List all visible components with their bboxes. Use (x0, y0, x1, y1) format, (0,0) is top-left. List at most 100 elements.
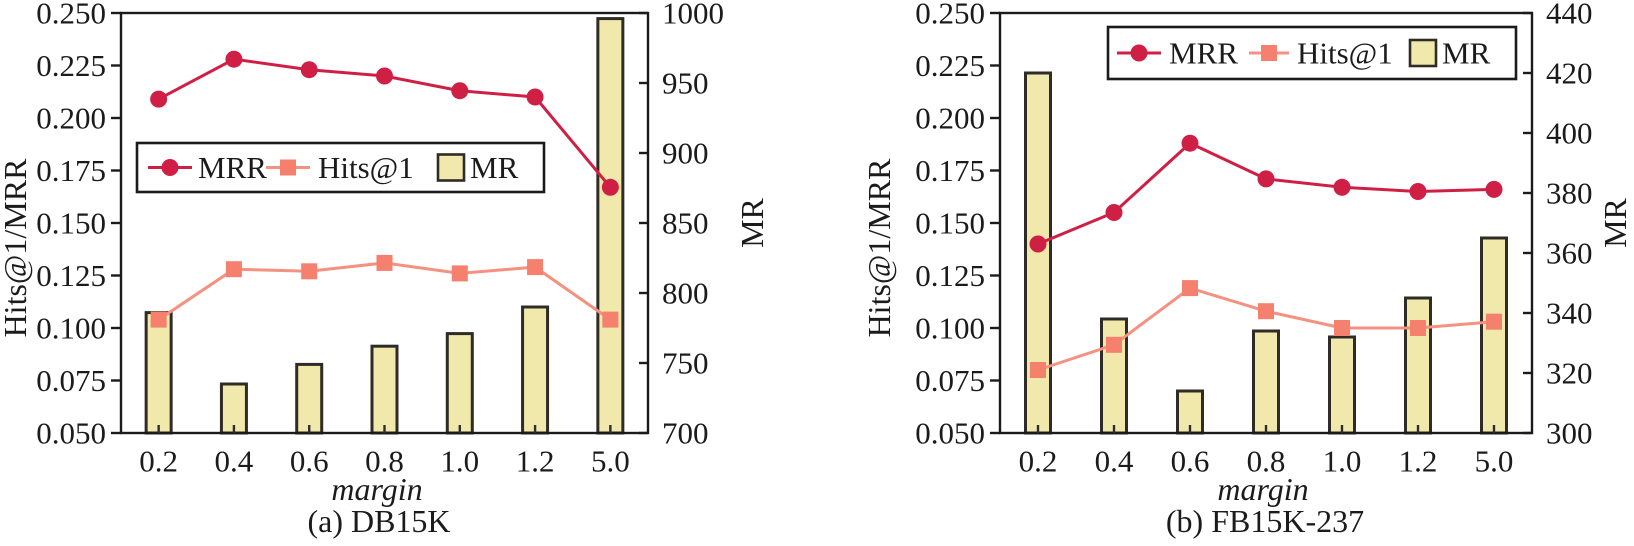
svg-text:360: 360 (1546, 236, 1593, 271)
hits1-series (1030, 280, 1502, 378)
data-point-circle (150, 90, 168, 108)
svg-text:0.225: 0.225 (915, 48, 985, 83)
data-point-square (376, 254, 393, 271)
data-point-square (1030, 362, 1046, 378)
svg-text:850: 850 (662, 206, 709, 241)
svg-text:300: 300 (1546, 416, 1593, 451)
data-point-circle (376, 67, 393, 85)
legend: MRR Hits@1 MR (135, 141, 546, 194)
data-point-circle (1333, 178, 1351, 196)
axes: 0.050 0.075 0.100 0.125 0.150 0.175 0.200 0.225… (36, 0, 724, 479)
svg-text:0.6: 0.6 (290, 444, 329, 479)
svg-text:0.175: 0.175 (915, 153, 985, 188)
svg-text:0.8: 0.8 (1247, 444, 1286, 479)
data-point-square (301, 263, 318, 280)
svg-text:700: 700 (662, 416, 709, 451)
svg-text:0.125: 0.125 (915, 258, 985, 293)
svg-text:1.2: 1.2 (516, 444, 555, 479)
data-point-circle (601, 178, 619, 196)
svg-text:0.075: 0.075 (915, 363, 985, 398)
svg-text:950: 950 (662, 66, 709, 101)
mr-bars (144, 17, 625, 435)
data-point-circle (300, 61, 318, 79)
svg-text:340: 340 (1546, 296, 1593, 331)
svg-text:Hits@1: Hits@1 (1297, 36, 1393, 71)
data-point-square (1258, 303, 1274, 320)
plot-canvas-db15k: 0.050 0.075 0.100 0.125 0.150 0.175 0.200 0.225… (36, 0, 724, 479)
plot-canvas-fb15k237: 0.050 0.075 0.100 0.125 0.150 0.175 0.200 0.225… (915, 0, 1592, 479)
subplot-caption: (b) FB15K-237 (1165, 503, 1365, 539)
svg-text:1.2: 1.2 (1399, 444, 1438, 479)
mr-bar (144, 311, 173, 435)
data-point-circle (1029, 235, 1047, 253)
y-axis-label-right: MR (1597, 198, 1633, 248)
data-point-circle (451, 82, 469, 100)
svg-text:800: 800 (662, 276, 709, 311)
svg-text:0.150: 0.150 (915, 206, 985, 241)
data-point-circle (1105, 204, 1123, 221)
svg-text:900: 900 (662, 136, 709, 171)
svg-text:0.200: 0.200 (915, 101, 985, 136)
chart-panel-fb15k237: 0.050 0.075 0.100 0.125 0.150 0.175 0.200 0.225… (817, 0, 1634, 546)
y-axis-label-left: Hits@1/MRR (0, 158, 33, 338)
svg-text:0.150: 0.150 (36, 206, 106, 241)
svg-text:0.100: 0.100 (36, 311, 106, 346)
svg-text:440: 440 (1546, 0, 1593, 31)
data-point-square (1182, 280, 1198, 297)
svg-text:0.125: 0.125 (36, 258, 106, 293)
svg-text:0.2: 0.2 (139, 444, 178, 479)
svg-text:750: 750 (662, 346, 709, 381)
svg-text:1000: 1000 (662, 0, 724, 31)
svg-text:0.175: 0.175 (36, 153, 106, 188)
mr-bar (1100, 317, 1128, 435)
mr-bar (1404, 296, 1432, 435)
svg-text:0.250: 0.250 (36, 0, 106, 31)
data-point-square (225, 261, 242, 278)
data-point-square (1486, 313, 1502, 330)
data-point-circle (526, 88, 544, 106)
x-axis-label: margin (331, 471, 423, 507)
mr-bar (521, 305, 550, 435)
svg-text:0.4: 0.4 (1095, 444, 1134, 479)
svg-text:5.0: 5.0 (1475, 444, 1514, 479)
x-axis-label: margin (1217, 471, 1309, 507)
data-point-square (1410, 320, 1426, 336)
svg-text:0.250: 0.250 (915, 0, 985, 31)
data-point-circle (1409, 183, 1427, 200)
svg-text:0.100: 0.100 (915, 311, 985, 346)
hits1-series (150, 254, 619, 328)
data-point-square (527, 259, 544, 276)
data-point-square (451, 265, 468, 282)
data-point-circle (1257, 170, 1275, 188)
svg-text:420: 420 (1546, 56, 1593, 91)
svg-text:0.2: 0.2 (1019, 444, 1058, 479)
svg-text:320: 320 (1546, 356, 1593, 391)
svg-text:0.200: 0.200 (36, 101, 106, 136)
chart-panel-db15k: 0.050 0.075 0.100 0.125 0.150 0.175 0.200 0.225… (0, 0, 770, 539)
svg-text:0.050: 0.050 (915, 416, 985, 451)
legend: MRR Hits@1 MR (1106, 25, 1518, 81)
svg-text:400: 400 (1546, 116, 1593, 151)
subplot-caption: (a) DB15K (307, 503, 451, 539)
svg-text:MRR: MRR (1169, 36, 1238, 71)
mr-bar (445, 332, 474, 435)
y-axis-label-right: MR (734, 198, 770, 248)
axes: 0.050 0.075 0.100 0.125 0.150 0.175 0.200 0.225… (915, 0, 1592, 479)
data-point-square (602, 311, 619, 328)
mr-bar (370, 344, 399, 435)
y-axis-label-left: Hits@1/MRR (861, 158, 897, 338)
svg-text:1.0: 1.0 (440, 444, 479, 479)
svg-text:5.0: 5.0 (591, 444, 630, 479)
mr-bar (1024, 71, 1052, 435)
svg-text:Hits@1: Hits@1 (318, 150, 414, 185)
svg-text:MR: MR (470, 150, 519, 185)
svg-text:0.225: 0.225 (36, 48, 106, 83)
svg-text:380: 380 (1546, 176, 1593, 211)
svg-text:MR: MR (1442, 36, 1491, 71)
mr-bar (295, 362, 324, 435)
svg-text:0.8: 0.8 (365, 444, 404, 479)
mr-bar (1252, 329, 1280, 435)
svg-text:MRR: MRR (198, 150, 267, 185)
data-point-square (1106, 336, 1122, 353)
